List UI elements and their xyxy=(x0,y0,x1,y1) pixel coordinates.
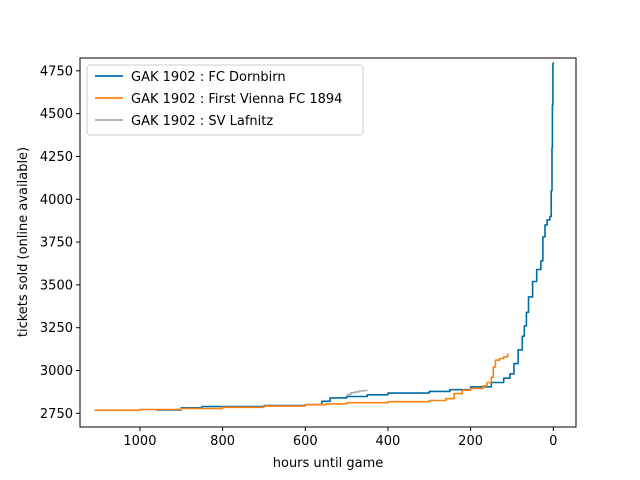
series-layer xyxy=(94,62,555,411)
y-tick-label: 3750 xyxy=(40,236,73,251)
y-tick-label: 4250 xyxy=(40,150,73,165)
y-tick-label: 2750 xyxy=(40,407,73,422)
series-line-3 xyxy=(346,389,369,396)
y-tick-label: 4750 xyxy=(40,64,73,79)
series-line-1 xyxy=(156,62,555,411)
y-tick-label: 3250 xyxy=(40,321,73,336)
x-axis-label: hours until game xyxy=(273,456,384,471)
x-tick-label: 800 xyxy=(210,434,235,449)
legend-box xyxy=(86,64,364,136)
x-tick-label: 0 xyxy=(549,434,557,449)
axes-layer: 1000 800 600 400 200 0 2750 3000 3250 3500 3750 400… xyxy=(40,57,577,449)
x-tick-label: 200 xyxy=(458,434,483,449)
legend-label-1: GAK 1902 : FC Dornbirn xyxy=(131,70,286,85)
x-tick-label: 400 xyxy=(376,434,401,449)
y-tick-label: 4500 xyxy=(40,107,73,122)
y-tick-label: 3000 xyxy=(40,364,73,379)
y-tick-label: 4000 xyxy=(40,193,73,208)
x-tick-label: 1000 xyxy=(123,434,156,449)
legend-label-3: GAK 1902 : SV Lafnitz xyxy=(131,114,273,129)
legend: GAK 1902 : FC Dornbirn GAK 1902 : First V… xyxy=(86,64,364,136)
series-line-2 xyxy=(94,353,509,411)
x-tick-label: 600 xyxy=(293,434,318,449)
y-tick-label: 3500 xyxy=(40,278,73,293)
y-axis-label: tickets sold (online available) xyxy=(16,147,31,337)
legend-label-2: GAK 1902 : First Vienna FC 1894 xyxy=(131,92,342,107)
